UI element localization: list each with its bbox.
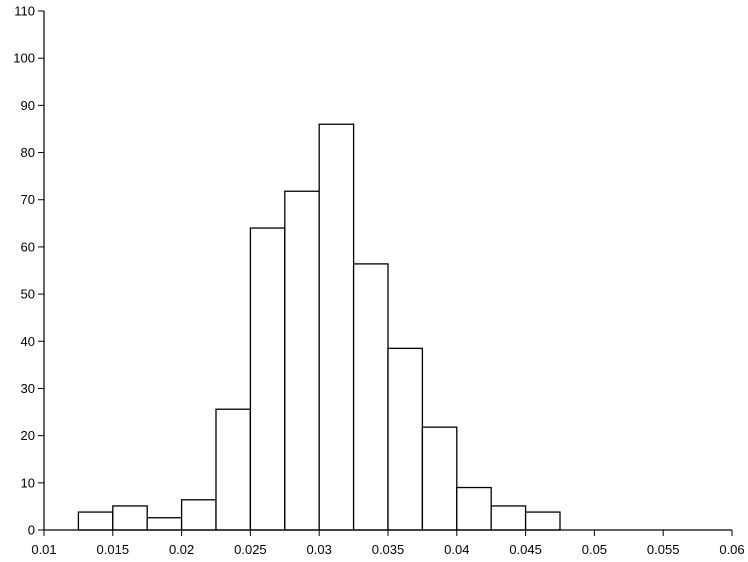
y-tick-label: 70: [21, 192, 35, 207]
x-tick-label: 0.025: [234, 542, 267, 557]
y-tick-label: 100: [13, 51, 35, 66]
bar: [77, 511, 114, 531]
x-tick-label: 0.04: [444, 542, 469, 557]
x-tick-label: 0.01: [31, 542, 56, 557]
bar: [146, 517, 183, 531]
y-tick-label: 0: [28, 523, 35, 538]
y-tick-label: 40: [21, 334, 35, 349]
bar: [249, 227, 286, 531]
x-tick-label: 0.055: [647, 542, 680, 557]
x-tick-label: 0.05: [582, 542, 607, 557]
x-tick-label: 0.045: [509, 542, 542, 557]
x-tick-label: 0.02: [169, 542, 194, 557]
bar: [215, 408, 252, 531]
bar: [387, 347, 424, 531]
bar: [112, 505, 148, 531]
x-tick-label: 0.015: [97, 542, 130, 557]
bar: [524, 511, 561, 531]
y-tick-label: 30: [21, 381, 35, 396]
x-tick-label: 0.035: [372, 542, 405, 557]
bar: [352, 263, 389, 531]
bar: [456, 486, 492, 531]
y-tick-label: 110: [14, 4, 35, 19]
y-tick-label: 20: [21, 428, 35, 443]
bar: [490, 505, 527, 531]
y-tick-label: 50: [21, 287, 35, 302]
bar: [284, 190, 320, 531]
bar: [421, 426, 458, 531]
y-tick-label: 80: [21, 145, 35, 160]
y-tick-label: 10: [21, 475, 35, 490]
bar: [318, 123, 355, 531]
x-tick-label: 0.03: [307, 542, 332, 557]
y-tick-label: 90: [21, 98, 35, 113]
y-tick-label: 60: [21, 239, 35, 254]
bar: [180, 499, 217, 531]
x-tick-label: 0.06: [719, 542, 744, 557]
